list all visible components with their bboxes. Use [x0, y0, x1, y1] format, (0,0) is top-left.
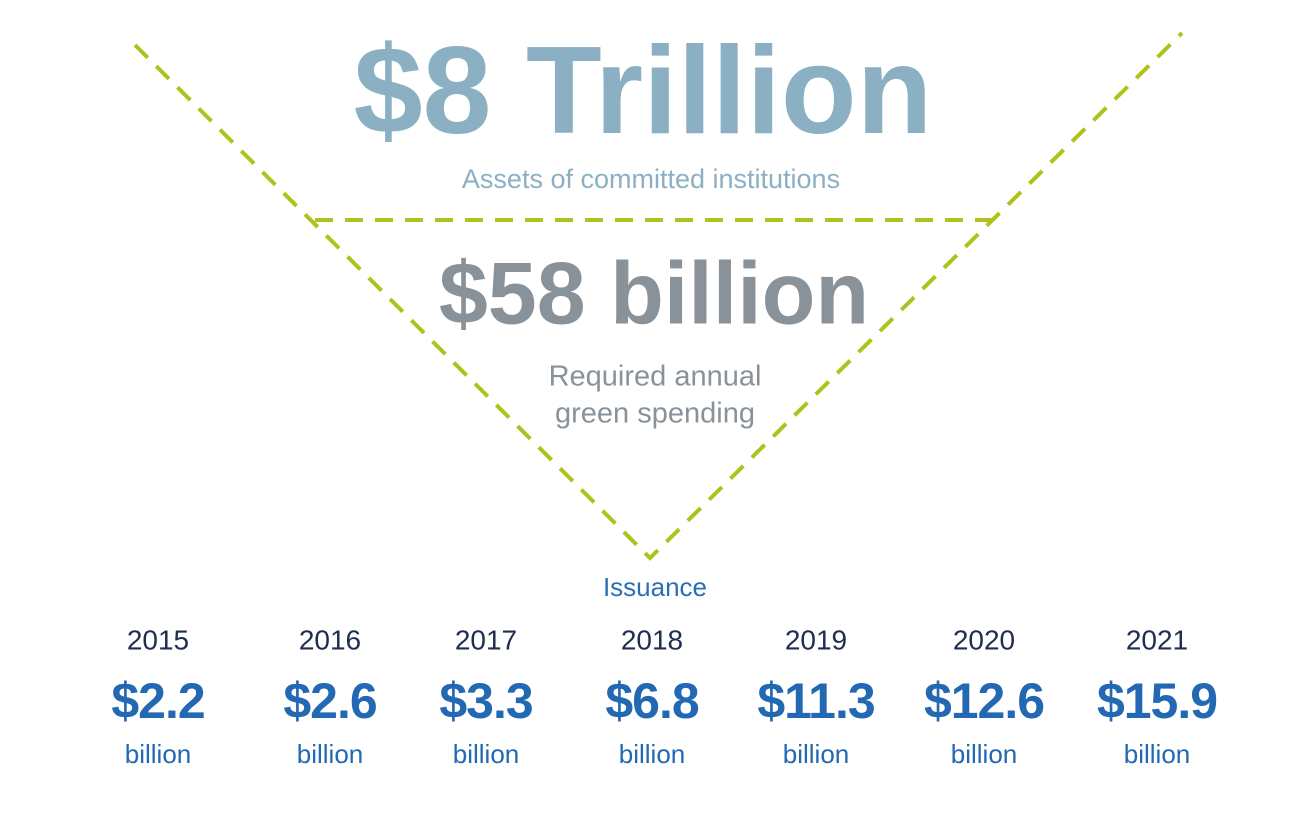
year: 2020	[953, 624, 1015, 655]
year: 2016	[299, 624, 361, 655]
issuance-list: 2015 $2.2 billion 2016 $2.6 billion 2017 $3.3 bi…	[111, 624, 1218, 769]
unit: billion	[619, 739, 686, 769]
amount: $6.8	[605, 673, 699, 729]
middle-caption: green spending	[555, 398, 755, 430]
unit: billion	[783, 739, 850, 769]
top-amount: $8 Trillion	[354, 22, 933, 160]
year: 2017	[455, 624, 517, 655]
unit: billion	[951, 739, 1018, 769]
issuance-title: Issuance	[603, 572, 707, 602]
year: 2019	[785, 624, 847, 655]
unit: billion	[125, 739, 192, 769]
unit: billion	[297, 739, 364, 769]
year: 2021	[1126, 624, 1188, 655]
year: 2018	[621, 624, 683, 655]
amount: $15.9	[1097, 673, 1217, 729]
amount: $2.6	[283, 673, 376, 729]
middle-amount: $58 billion	[439, 243, 869, 342]
unit: billion	[453, 739, 520, 769]
funnel-outline	[133, 31, 1184, 561]
top-caption: Assets of committed institutions	[462, 164, 840, 194]
amount: $2.2	[111, 673, 204, 729]
amount: $11.3	[757, 673, 874, 729]
unit: billion	[1124, 739, 1191, 769]
amount: $12.6	[924, 673, 1044, 729]
year: 2015	[127, 624, 189, 655]
amount: $3.3	[439, 673, 532, 729]
middle-caption: Required annual	[549, 361, 762, 393]
